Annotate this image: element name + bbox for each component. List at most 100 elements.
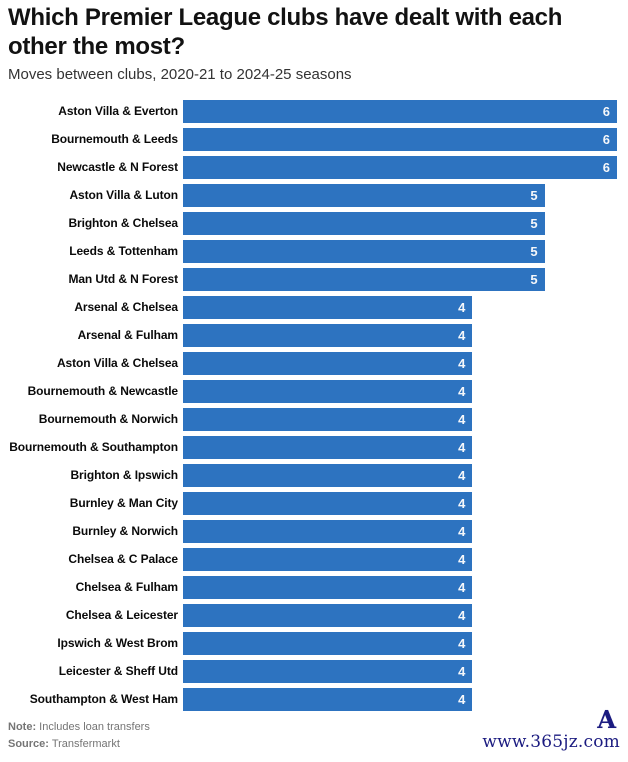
bar: 4 bbox=[183, 519, 473, 543]
bar-category-label: Ipswich & West Brom bbox=[57, 636, 178, 650]
bar-value-label: 5 bbox=[530, 271, 538, 287]
bar-track: 5 bbox=[183, 239, 617, 263]
bar-category-label: Leicester & Sheff Utd bbox=[58, 664, 178, 678]
bar-track: 6 bbox=[183, 99, 617, 123]
bar-track: 4 bbox=[183, 659, 617, 683]
bar-row: Brighton & Ipswich 4 bbox=[0, 461, 628, 489]
bar-row: Chelsea & Fulham 4 bbox=[0, 573, 628, 601]
bar-row: Arsenal & Fulham 4 bbox=[0, 321, 628, 349]
watermark-logo-icon: A bbox=[597, 705, 616, 734]
source-line: Source: Transfermarkt bbox=[8, 736, 150, 753]
bar-track: 4 bbox=[183, 575, 617, 599]
bar-track: 4 bbox=[183, 463, 617, 487]
bar-track: 5 bbox=[183, 267, 617, 291]
bar: 4 bbox=[183, 435, 473, 459]
bar-value-label: 4 bbox=[458, 467, 466, 483]
bar-value-label: 4 bbox=[458, 607, 466, 623]
bar: 4 bbox=[183, 659, 473, 683]
bar-value-label: 5 bbox=[530, 243, 538, 259]
bar-row: Bournemouth & Norwich 4 bbox=[0, 405, 628, 433]
bar-value-label: 5 bbox=[530, 187, 538, 203]
bar: 6 bbox=[183, 127, 617, 151]
bar-category-label: Arsenal & Chelsea bbox=[74, 300, 178, 314]
bar-value-label: 4 bbox=[458, 579, 466, 595]
bar-category-label: Chelsea & Leicester bbox=[65, 608, 178, 622]
bar: 4 bbox=[183, 687, 473, 711]
bar-track: 5 bbox=[183, 211, 617, 235]
bar-row: Aston Villa & Luton 5 bbox=[0, 181, 628, 209]
bar-category-label: Aston Villa & Chelsea bbox=[56, 356, 178, 370]
bar: 4 bbox=[183, 491, 473, 515]
bar-value-label: 4 bbox=[458, 523, 466, 539]
bar-track: 4 bbox=[183, 491, 617, 515]
bar: 4 bbox=[183, 379, 473, 403]
bar-row: Chelsea & Leicester 4 bbox=[0, 601, 628, 629]
bar-row: Leicester & Sheff Utd 4 bbox=[0, 657, 628, 685]
bar-value-label: 6 bbox=[602, 103, 610, 119]
bar: 4 bbox=[183, 575, 473, 599]
bar-row: Bournemouth & Southampton 4 bbox=[0, 433, 628, 461]
bar-category-label: Burnley & Man City bbox=[69, 496, 178, 510]
bar: 6 bbox=[183, 155, 617, 179]
bar: 4 bbox=[183, 407, 473, 431]
bar-track: 4 bbox=[183, 519, 617, 543]
bar-category-label: Aston Villa & Luton bbox=[69, 188, 178, 202]
bar-row: Brighton & Chelsea 5 bbox=[0, 209, 628, 237]
bar-category-label: Bournemouth & Newcastle bbox=[27, 384, 178, 398]
bar-row: Southampton & West Ham 4 bbox=[0, 685, 628, 713]
bar-category-label: Newcastle & N Forest bbox=[57, 160, 178, 174]
bar: 4 bbox=[183, 323, 473, 347]
source-label: Source: bbox=[8, 738, 49, 750]
bar: 4 bbox=[183, 603, 473, 627]
bar: 4 bbox=[183, 295, 473, 319]
bar-row: Arsenal & Chelsea 4 bbox=[0, 293, 628, 321]
bar-track: 4 bbox=[183, 435, 617, 459]
bar-track: 4 bbox=[183, 547, 617, 571]
bar-value-label: 6 bbox=[602, 159, 610, 175]
bar-track: 4 bbox=[183, 631, 617, 655]
bar-row: Aston Villa & Chelsea 4 bbox=[0, 349, 628, 377]
bar-track: 4 bbox=[183, 603, 617, 627]
bar: 5 bbox=[183, 211, 545, 235]
bar: 4 bbox=[183, 631, 473, 655]
chart-footer: Note: Includes loan transfers Source: Tr… bbox=[8, 719, 150, 753]
watermark-text: www.365jz.com bbox=[482, 732, 620, 752]
bar-category-label: Man Utd & N Forest bbox=[68, 272, 178, 286]
bar: 5 bbox=[183, 183, 545, 207]
bar-track: 6 bbox=[183, 155, 617, 179]
bar-row: Bournemouth & Newcastle 4 bbox=[0, 377, 628, 405]
bar-row: Man Utd & N Forest 5 bbox=[0, 265, 628, 293]
bar: 4 bbox=[183, 351, 473, 375]
bar-value-label: 4 bbox=[458, 495, 466, 511]
bar-value-label: 4 bbox=[458, 355, 466, 371]
bar-track: 4 bbox=[183, 407, 617, 431]
bar: 5 bbox=[183, 267, 545, 291]
bar-category-label: Chelsea & C Palace bbox=[68, 552, 178, 566]
bar-row: Burnley & Man City 4 bbox=[0, 489, 628, 517]
bar-track: 4 bbox=[183, 351, 617, 375]
source-text: Transfermarkt bbox=[51, 738, 120, 750]
bar-category-label: Bournemouth & Leeds bbox=[51, 132, 178, 146]
bar-row: Burnley & Norwich 4 bbox=[0, 517, 628, 545]
bar-track: 4 bbox=[183, 295, 617, 319]
bar: 5 bbox=[183, 239, 545, 263]
bar-track: 6 bbox=[183, 127, 617, 151]
bar-row: Ipswich & West Brom 4 bbox=[0, 629, 628, 657]
bar-row: Bournemouth & Leeds 6 bbox=[0, 125, 628, 153]
bar-value-label: 4 bbox=[458, 635, 466, 651]
bar-chart: Aston Villa & Everton 6 Bournemouth & Leed… bbox=[0, 97, 628, 713]
bar-row: Aston Villa & Everton 6 bbox=[0, 97, 628, 125]
bar-value-label: 4 bbox=[458, 439, 466, 455]
bar-category-label: Burnley & Norwich bbox=[72, 524, 178, 538]
bar-value-label: 4 bbox=[458, 691, 466, 707]
bar-value-label: 4 bbox=[458, 327, 466, 343]
bar-value-label: 4 bbox=[458, 299, 466, 315]
bar-track: 4 bbox=[183, 379, 617, 403]
bar-category-label: Arsenal & Fulham bbox=[77, 328, 179, 342]
watermark: A www.365jz.com bbox=[470, 708, 620, 758]
bar-value-label: 4 bbox=[458, 551, 466, 567]
bar-value-label: 5 bbox=[530, 215, 538, 231]
bar-category-label: Leeds & Tottenham bbox=[69, 244, 178, 258]
bar-category-label: Brighton & Chelsea bbox=[68, 216, 178, 230]
